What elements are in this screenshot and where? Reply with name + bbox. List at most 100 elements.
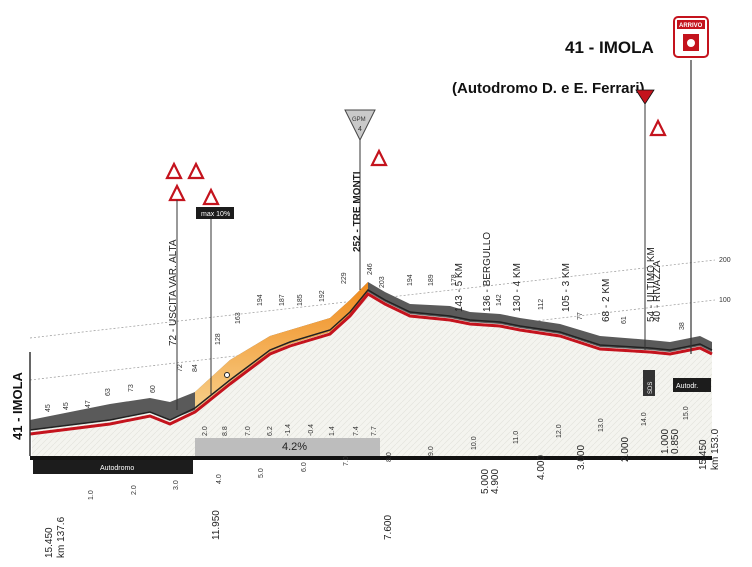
remaining-km-label: 3.000 <box>576 445 587 470</box>
altitude-label: 178 <box>451 274 458 286</box>
max-gradient-box <box>196 207 234 219</box>
altitude-label: 63 <box>105 388 112 396</box>
route-line <box>29 292 713 436</box>
remaining-km-label: 2.000 <box>620 437 631 462</box>
landmark-tremonti: 252 - TRE MONTI <box>352 171 363 252</box>
altitude-label: 203 <box>379 276 386 288</box>
km-tick: 1.0 <box>88 490 95 500</box>
landmark-bergullo: 136 - BERGULLO <box>482 232 493 312</box>
section-autodr-label: Autodr. <box>676 383 698 390</box>
km-tick: 2.0 <box>131 485 138 495</box>
km-tick: 5.0 <box>258 468 265 478</box>
gradient-value: 7.7 <box>371 426 378 436</box>
altitude-label: 194 <box>257 294 264 306</box>
gradient-values: 2.0 8.8 7.0 6.2 -1.4 -0.4 1.4 7.4 7.7 <box>202 424 378 436</box>
gradient-value: 7.4 <box>353 426 360 436</box>
gradient-value: 7.0 <box>245 426 252 436</box>
altitude-label: 38 <box>679 322 686 330</box>
km-start-remain: 15.450 <box>44 527 55 558</box>
gpm-marker: GPM 4 <box>344 109 376 142</box>
max-gradient-label: max 10% <box>201 211 230 218</box>
svg-text:ARRIVO: ARRIVO <box>679 23 703 29</box>
gradient-value: 8.8 <box>222 426 229 436</box>
remaining-km: 11.950 7.600 5.000 4.900 4.000 3.000 2.0… <box>211 429 681 540</box>
km-start-total: km 137.6 <box>56 516 67 558</box>
landmark-ultimokm: 54 - ULTIMO KM <box>646 247 657 322</box>
ref-100-label: 100 <box>719 297 731 304</box>
km-ticks: 1.0 2.0 3.0 4.0 5.0 6.0 7.0 8.0 9.0 10.0… <box>88 406 690 500</box>
km-tick: 12.0 <box>556 424 563 438</box>
remaining-km-label: 4.900 <box>490 469 501 494</box>
altitude-label: 187 <box>279 294 286 306</box>
gradient-value: 1.4 <box>329 426 336 436</box>
climb-start-dot <box>224 372 230 378</box>
altitude-label: 185 <box>297 294 304 306</box>
remaining-km-label: 11.950 <box>211 510 222 540</box>
gradient-average: 4.2% <box>282 441 307 453</box>
altitude-label: 84 <box>192 364 199 372</box>
km-tick: 7.0 <box>343 456 350 466</box>
gradient-value: 6.2 <box>267 426 274 436</box>
landmark-5km: 143 - 5 KM <box>454 263 465 312</box>
remaining-km-label: 0.850 <box>670 429 681 454</box>
km-tick: 10.0 <box>471 436 478 450</box>
gradient-value: -0.4 <box>308 424 315 436</box>
last-km-flag-icon <box>635 89 655 105</box>
altitude-label: 61 <box>621 316 628 324</box>
sds-label: SDS <box>648 382 654 394</box>
gradient-value: -1.4 <box>285 424 292 436</box>
altitude-label: 189 <box>428 274 435 286</box>
landmark-4km: 130 - 4 KM <box>512 263 523 312</box>
sds-box <box>643 370 655 396</box>
km-tick: 3.0 <box>173 480 180 490</box>
altitude-label: 194 <box>407 274 414 286</box>
altitude-label: 73 <box>128 384 135 392</box>
landmark-3km: 105 - 3 KM <box>561 263 572 312</box>
landmark-uscita: 72 - USCITA VAR. ALTA <box>168 239 179 346</box>
altitude-label: 77 <box>577 312 584 320</box>
km-tick: 11.0 <box>513 431 520 444</box>
gradient-value: 2.0 <box>202 426 209 436</box>
baseline-bar <box>30 456 712 460</box>
section-autodromo <box>33 460 193 474</box>
altitude-label: 128 <box>215 333 222 345</box>
km-end-total: km 153.0 <box>710 428 721 470</box>
altitude-label: 45 <box>45 404 52 412</box>
remaining-km-label: 5.000 <box>480 469 491 494</box>
landmark-rivazza: 40 - RIVAZZA <box>652 260 663 322</box>
km-end-remain: 15.450 <box>698 439 709 470</box>
altitude-label: 47 <box>85 400 92 408</box>
altitude-labels: 45 45 47 63 73 60 72 84 128 163 194 187 … <box>45 263 686 412</box>
remaining-km-label: 1.000 <box>660 429 671 454</box>
km-tick: 14.0 <box>641 412 648 426</box>
altitude-label: 142 <box>496 294 503 306</box>
gradient-band <box>195 438 380 456</box>
svg-text:GPM: GPM <box>352 117 366 123</box>
km-tick: 13.0 <box>598 418 605 432</box>
finish-badge: ARRIVO <box>673 16 709 58</box>
start-label: 41 - IMOLA <box>10 371 25 440</box>
section-autodr <box>673 378 711 392</box>
altitude-label: 72 <box>177 364 184 372</box>
finish-title: 41 - IMOLA <box>565 38 654 57</box>
section-autodromo-label: Autodromo <box>100 465 134 472</box>
route-line-shadow <box>29 289 713 431</box>
km-tick: 6.0 <box>301 462 308 472</box>
altitude-label: 60 <box>150 385 157 393</box>
altitude-label: 45 <box>63 402 70 410</box>
km-tick: 4.0 <box>216 474 223 484</box>
altitude-label: 163 <box>235 312 242 324</box>
ref-200-label: 200 <box>719 257 731 264</box>
altitude-label: 112 <box>538 299 545 310</box>
remaining-km-label: 4.000 <box>536 455 547 480</box>
remaining-km-label: 7.600 <box>383 515 394 540</box>
landmark-2km: 68 - 2 KM <box>601 279 612 322</box>
warning-icon <box>165 118 667 206</box>
altitude-label: 246 <box>367 263 374 275</box>
finish-subtitle: (Autodromo D. e E. Ferrari) <box>452 80 645 97</box>
km-tick: 15.0 <box>683 406 690 420</box>
km-tick: 8.0 <box>386 452 393 462</box>
altitude-label: 192 <box>319 290 326 302</box>
svg-text:4: 4 <box>358 126 362 133</box>
km-tick: 9.0 <box>428 446 435 456</box>
